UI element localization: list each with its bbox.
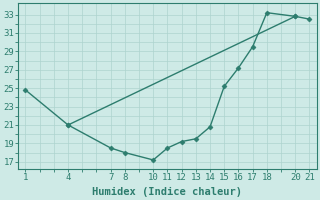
X-axis label: Humidex (Indice chaleur): Humidex (Indice chaleur) [92, 186, 243, 197]
